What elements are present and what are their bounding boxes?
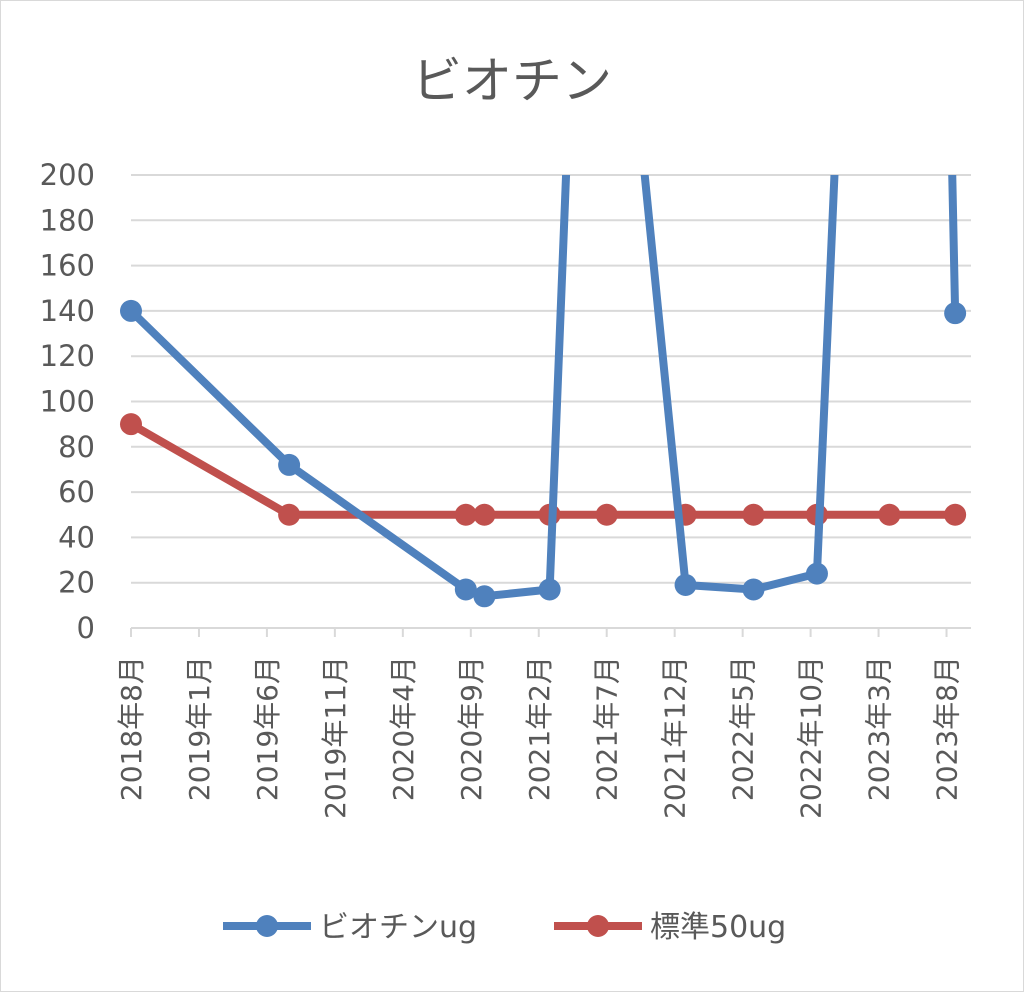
- x-tick-label: 2018年8月: [115, 656, 148, 801]
- y-tick-label: 180: [40, 203, 95, 237]
- x-tick-label: 2021年12月: [659, 656, 692, 819]
- x-tick-label: 2020年9月: [455, 656, 488, 801]
- y-tick-label: 100: [40, 385, 95, 419]
- legend-label: ビオチンug: [319, 910, 477, 945]
- x-tick-label: 2022年10月: [795, 656, 828, 819]
- y-tick-label: 80: [58, 430, 95, 464]
- data-point: [454, 503, 477, 526]
- y-tick-label: 200: [40, 158, 95, 192]
- data-point: [595, 503, 618, 526]
- y-axis-ticks: 0 20 40 60 80 100 120 140 160 180 200: [40, 158, 95, 645]
- x-axis-ticks: 2018年8月 2019年1月 2019年6月 2019年11月 2020年4月 2020…: [115, 628, 964, 819]
- y-tick-label: 20: [58, 566, 95, 600]
- y-tick-label: 0: [77, 611, 95, 645]
- data-point: [278, 453, 301, 476]
- data-point: [538, 578, 561, 601]
- x-tick-label: 2023年8月: [931, 656, 964, 801]
- legend: ビオチンug 標準50ug: [223, 910, 786, 945]
- y-tick-label: 140: [40, 294, 95, 328]
- data-point: [944, 503, 967, 526]
- legend-swatch-marker: [256, 915, 278, 937]
- x-tick-label: 2020年4月: [387, 656, 420, 801]
- plot-area: [120, 175, 967, 608]
- data-point: [742, 503, 765, 526]
- x-tick-label: 2023年3月: [863, 656, 896, 801]
- y-tick-label: 160: [40, 249, 95, 283]
- x-tick-label: 2022年5月: [727, 656, 760, 801]
- x-tick-label: 2019年1月: [183, 656, 216, 801]
- y-tick-label: 60: [58, 475, 95, 509]
- data-point: [742, 578, 765, 601]
- series-line: [129, 420, 956, 519]
- data-point: [674, 573, 697, 596]
- legend-label: 標準50ug: [650, 910, 786, 945]
- data-point: [473, 585, 496, 608]
- legend-swatch-marker: [587, 915, 609, 937]
- data-point: [454, 578, 477, 601]
- x-tick-label: 2021年7月: [591, 656, 624, 801]
- data-point: [473, 503, 496, 526]
- data-point: [120, 299, 142, 322]
- series-standard: [129, 420, 956, 519]
- data-point: [278, 503, 301, 526]
- chart-title: ビオチン: [412, 52, 612, 110]
- x-tick-label: 2021年2月: [523, 656, 556, 801]
- data-point: [120, 413, 142, 436]
- data-point: [878, 503, 901, 526]
- y-tick-label: 120: [40, 339, 95, 373]
- legend-item: 標準50ug: [554, 910, 786, 945]
- x-tick-label: 2019年6月: [251, 656, 284, 801]
- data-point: [944, 302, 967, 325]
- data-point: [805, 562, 828, 585]
- y-tick-label: 40: [58, 520, 95, 554]
- legend-item: ビオチンug: [223, 910, 477, 945]
- x-tick-label: 2019年11月: [319, 656, 352, 819]
